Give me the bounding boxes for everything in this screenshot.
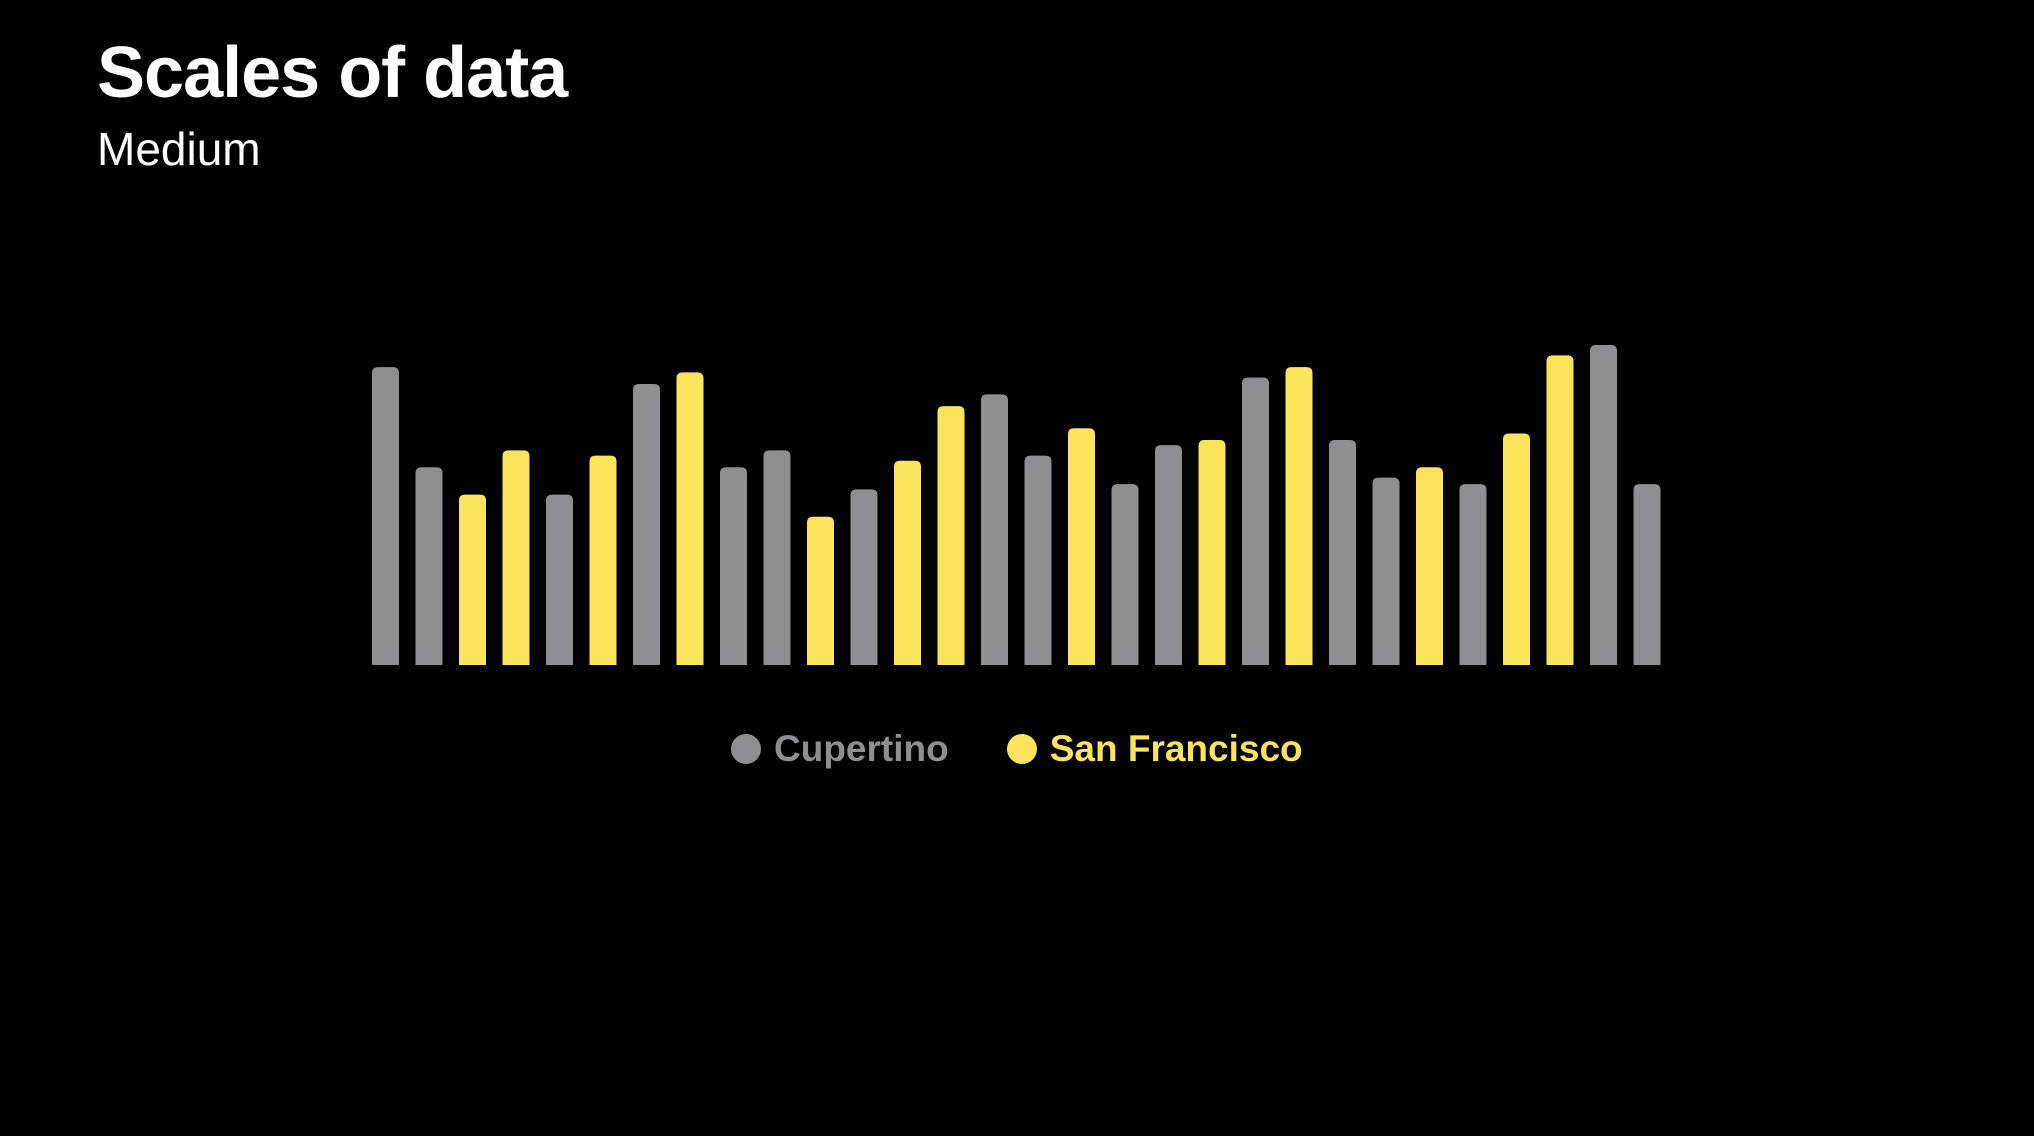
bar-cupertino-16	[1024, 455, 1052, 665]
bar-san-francisco-27	[1503, 433, 1530, 665]
bar-san-francisco-4	[502, 450, 530, 665]
bar-cupertino-24	[1372, 477, 1400, 665]
bar-cupertino-15	[981, 394, 1008, 665]
bar-san-francisco-17	[1068, 428, 1095, 665]
chart-title: Scales of data	[97, 33, 568, 113]
bar-san-francisco-14	[937, 406, 965, 665]
legend-label-cupertino: Cupertino	[774, 728, 949, 769]
bar-san-francisco-25	[1416, 467, 1443, 665]
legend-item-cupertino: Cupertino	[731, 728, 949, 770]
legend-item-san-francisco: San Francisco	[1006, 728, 1303, 770]
bar-cupertino-21	[1242, 377, 1269, 665]
legend-label-san-francisco: San Francisco	[1049, 728, 1303, 769]
bar-san-francisco-28	[1546, 355, 1574, 665]
bar-san-francisco-11	[807, 516, 834, 665]
bar-san-francisco-3	[459, 494, 486, 665]
bar-cupertino-29	[1590, 345, 1617, 665]
bar-san-francisco-13	[894, 460, 921, 665]
bar-cupertino-10	[763, 450, 791, 665]
bar-san-francisco-20	[1198, 439, 1226, 665]
bar-cupertino-23	[1329, 439, 1356, 665]
bar-san-francisco-22	[1285, 367, 1313, 665]
bar-san-francisco-8	[676, 372, 704, 665]
bar-cupertino-9	[720, 467, 747, 665]
bar-cupertino-26	[1459, 484, 1487, 665]
legend: Cupertino San Francisco	[731, 728, 1361, 770]
bar-cupertino-7	[633, 384, 660, 665]
bar-cupertino-1	[372, 367, 399, 665]
bar-cupertino-2	[415, 467, 443, 665]
bar-cupertino-12	[850, 489, 878, 665]
legend-dot-cupertino	[731, 734, 761, 764]
chart-subtitle: Medium	[97, 123, 261, 175]
bar-cupertino-5	[546, 494, 573, 665]
bar-cupertino-18	[1111, 484, 1139, 665]
bar-cupertino-19	[1155, 445, 1182, 665]
bar-cupertino-30	[1633, 484, 1661, 665]
bar-san-francisco-6	[589, 455, 617, 665]
legend-dot-san-francisco	[1006, 734, 1037, 764]
